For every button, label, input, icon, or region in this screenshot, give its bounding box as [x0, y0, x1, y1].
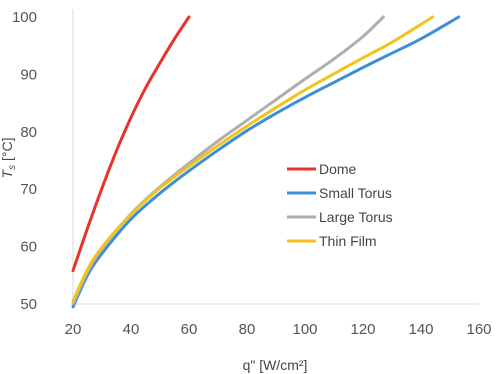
x-tick-label: 40	[123, 321, 140, 338]
series-lines	[71, 15, 461, 309]
x-tick-label: 80	[239, 321, 256, 338]
axis-titles: q" [W/cm²] Ts [°C]	[0, 138, 307, 373]
legend: Dome Small Torus Large Torus Thin Film	[287, 161, 393, 249]
legend-label: Thin Film	[319, 233, 377, 249]
y-tick-label: 50	[20, 296, 37, 313]
y-tick-label: 90	[20, 66, 37, 83]
x-tick-label: 20	[65, 321, 82, 338]
x-tick-label: 60	[181, 321, 198, 338]
x-tick-label: 100	[292, 321, 317, 338]
y-axis-title: Ts [°C]	[0, 138, 18, 179]
y-tick-label: 80	[20, 124, 37, 141]
x-tick-label: 120	[350, 321, 375, 338]
y-tick-label: 70	[20, 181, 37, 198]
series-line-small-torus	[71, 15, 461, 309]
y-axis-title-unit: [°C]	[0, 138, 15, 165]
y-axis-title-subscript: s	[7, 165, 18, 170]
axes	[72, 9, 479, 305]
x-axis-title: q" [W/cm²]	[243, 357, 308, 373]
x-tick-label: 140	[408, 321, 433, 338]
x-tick-label: 160	[466, 321, 491, 338]
legend-label: Large Torus	[319, 209, 393, 225]
y-axis-title-symbol: T	[0, 168, 15, 178]
legend-label: Dome	[319, 161, 357, 177]
series-line-thin-film	[71, 15, 435, 303]
y-tick-label: 60	[20, 239, 37, 256]
legend-label: Small Torus	[319, 185, 392, 201]
series-line-dome	[71, 15, 191, 273]
y-tick-label: 100	[12, 9, 37, 26]
tick-labels: 20 40 60 80 100 120 140 160 50 60 70 80 90 100	[12, 9, 492, 338]
